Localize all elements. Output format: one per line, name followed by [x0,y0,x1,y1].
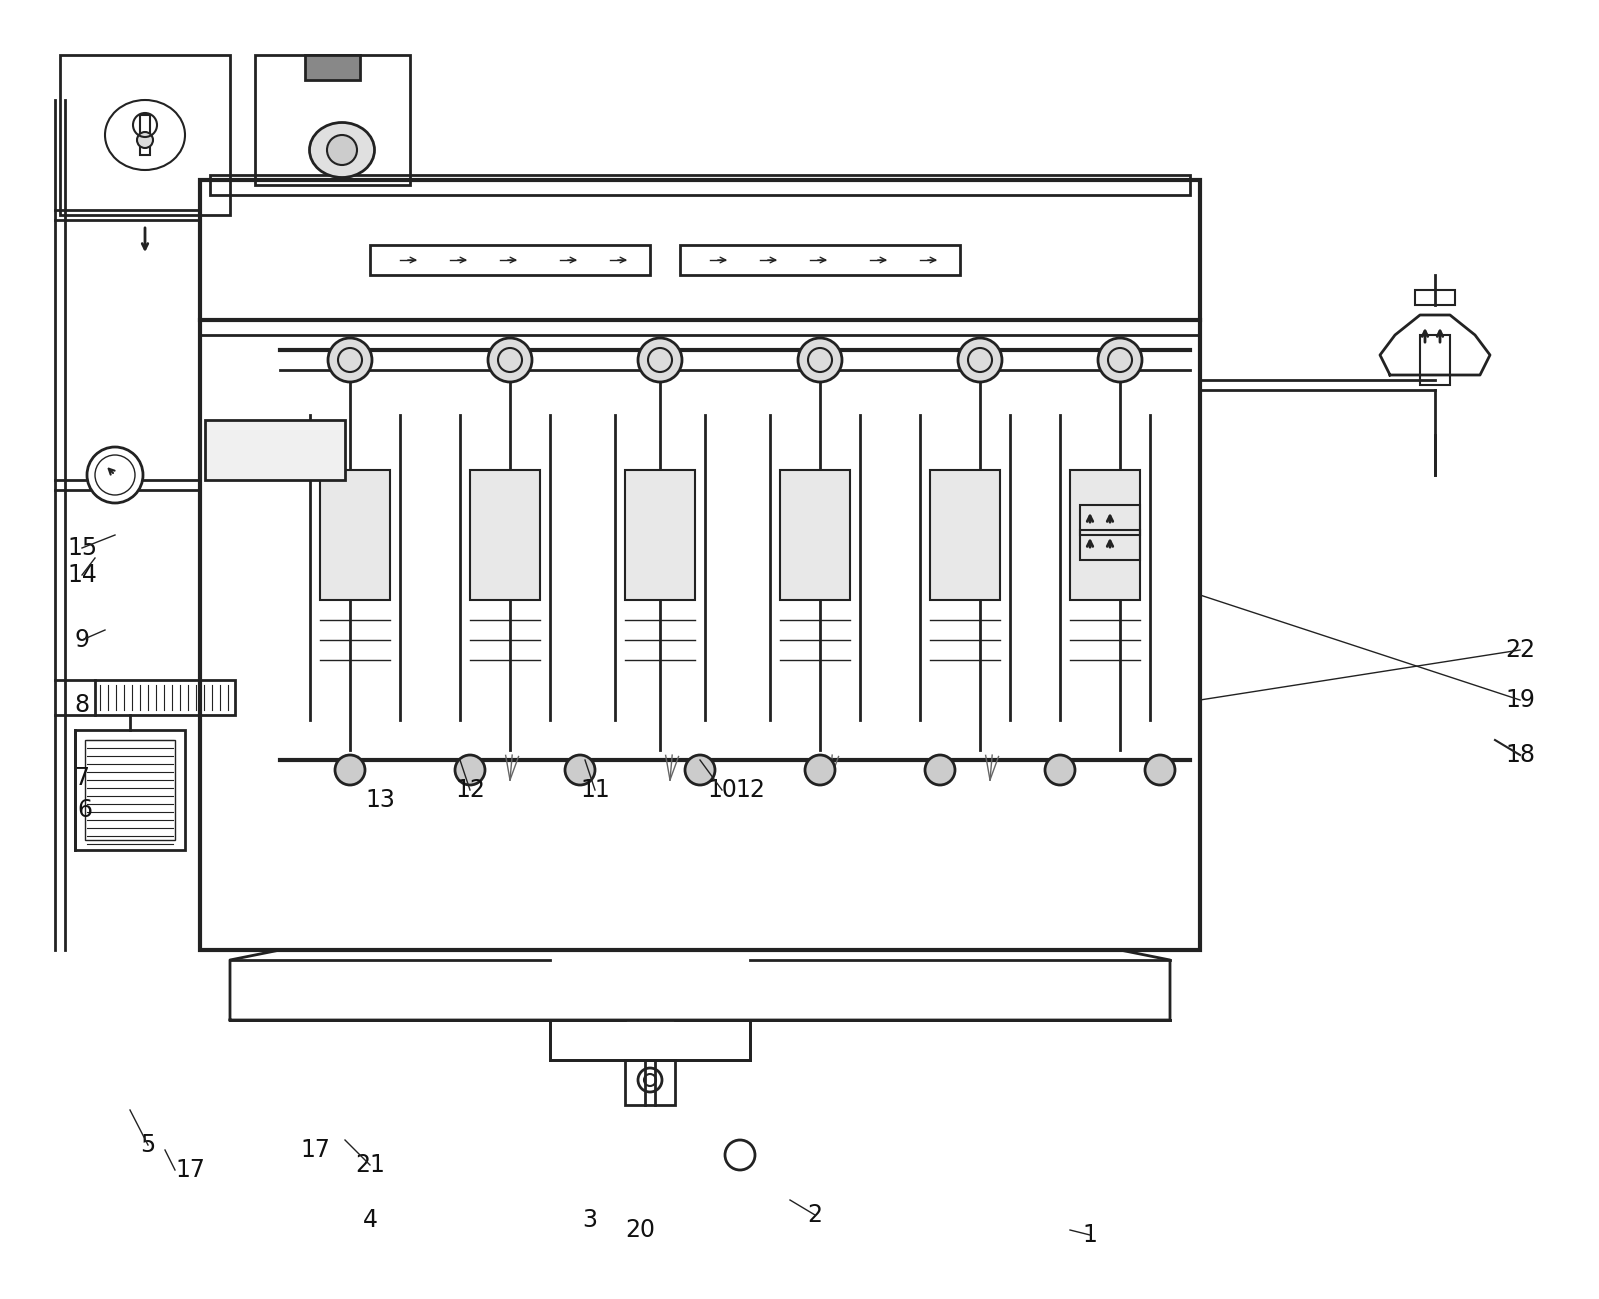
Text: 22: 22 [1505,638,1535,662]
Bar [550,1020,750,1060]
Bar [1079,505,1140,535]
Circle shape [86,447,142,503]
Bar [1415,290,1455,305]
Circle shape [924,755,955,785]
Circle shape [1099,338,1142,382]
Bar [780,470,851,600]
Text: 4: 4 [363,1208,377,1231]
Text: 3: 3 [582,1208,598,1231]
Text: 12: 12 [456,778,484,801]
Circle shape [138,132,154,148]
Text: 7: 7 [75,766,90,790]
Circle shape [1046,755,1075,785]
Circle shape [638,338,683,382]
Bar [94,679,235,714]
Circle shape [328,338,373,382]
Text: 11: 11 [580,778,609,801]
Text: 20: 20 [625,1218,656,1242]
Text: 12: 12 [736,778,764,801]
Text: 9: 9 [75,627,90,652]
Bar [254,55,409,184]
Text: 18: 18 [1505,743,1535,766]
Text: 8: 8 [75,692,90,717]
Text: 2: 2 [807,1203,822,1228]
Bar [680,246,959,275]
Circle shape [958,338,1003,382]
Bar [200,181,1199,950]
Circle shape [798,338,843,382]
Circle shape [328,135,357,165]
Circle shape [564,755,595,785]
Bar [320,470,390,600]
Bar [85,740,174,840]
Text: 13: 13 [365,788,395,812]
Text: 10: 10 [707,778,737,801]
Circle shape [488,338,532,382]
Bar [931,470,999,600]
Bar [625,1060,675,1105]
Bar [209,175,1190,195]
Bar [61,55,230,216]
Bar [1070,470,1140,600]
Bar [305,55,360,81]
Bar [625,470,696,600]
Bar [205,420,345,481]
Text: 19: 19 [1505,688,1535,712]
Text: 17: 17 [174,1157,205,1182]
Text: 17: 17 [301,1138,329,1163]
Text: 1: 1 [1083,1222,1097,1247]
Bar [141,116,150,155]
Text: 15: 15 [67,536,98,560]
Ellipse shape [310,122,374,178]
Circle shape [336,755,365,785]
Text: 21: 21 [355,1154,385,1177]
Circle shape [804,755,835,785]
Bar [1079,530,1140,560]
Bar [470,470,540,600]
Circle shape [684,755,715,785]
Text: 14: 14 [67,562,98,587]
Bar [1420,335,1450,385]
Bar [75,730,185,850]
Circle shape [1145,755,1175,785]
Bar [369,246,651,275]
Text: 6: 6 [77,798,93,822]
Circle shape [456,755,484,785]
Text: 5: 5 [141,1133,155,1157]
